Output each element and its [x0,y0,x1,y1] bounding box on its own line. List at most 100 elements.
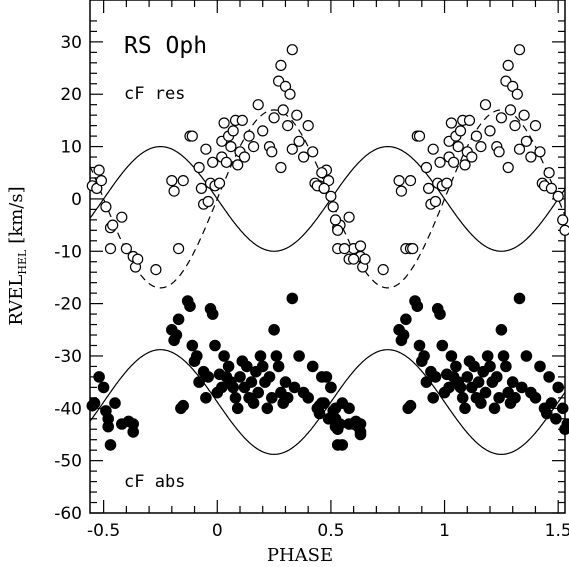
res-data-point [407,243,419,255]
dashed-curve-res [89,109,566,289]
abs-data-point [229,391,242,404]
abs-data-point [418,350,430,362]
res-data-point [248,141,260,153]
abs-data-point [102,420,114,433]
res-data-point [513,44,526,56]
res-data-point [557,214,569,226]
y-axis-title: RVELHEL [km/s] [6,186,29,325]
res-data-point [236,114,248,127]
abs-data-point [313,407,326,420]
res-data-point [282,119,294,132]
abs-data-point [354,428,367,441]
res-data-point [213,177,226,189]
abs-data-point [413,339,426,352]
res-data-point [293,135,305,147]
res-data-point [268,112,280,124]
res-data-point [177,175,189,187]
y-tick-label: -20 [54,295,82,315]
abs-data-point [186,339,199,352]
abs-data-point [265,391,278,404]
abs-data-point [436,339,449,352]
abs-label: cF abs [124,472,185,492]
abs-data-point [170,329,183,341]
y-axis-title-sub: HEL [16,249,29,275]
res-data-point [104,243,117,255]
res-data-point [150,264,162,276]
res-data-point [354,240,367,252]
abs-data-point [127,418,139,430]
y-tick-label: -40 [54,399,82,419]
res-data-point [359,253,371,265]
solid-curve-res [89,146,566,252]
abs-data-point [227,381,239,394]
res-data-point [348,253,360,265]
abs-data-point [322,412,335,425]
res-data-point [534,146,546,158]
res-data-point [202,195,214,208]
res-label: cF res [124,84,185,104]
tick-labels: -0.5 0 0.5 1 1.5 -60 -50 -40 -30 -20 -10 0 10 20 30 [54,33,569,541]
res-data-point [343,211,355,223]
res-data-point [543,167,555,179]
abs-data-point [461,371,474,383]
res-data-point [291,109,303,121]
abs-data-point [427,391,439,404]
abs-data-point [488,402,501,415]
res-data-point [275,161,287,174]
abs-data-point [325,381,337,394]
abs-data-point [281,391,294,404]
res-data-point [338,243,351,255]
res-data-point [466,151,478,163]
res-data-point [529,119,542,132]
res-data-point [441,177,453,189]
abs-data-point [454,381,467,394]
res-data-point [193,161,205,174]
res-data-point [107,219,119,231]
abs-data-point [306,360,319,373]
res-data-point [520,135,533,147]
res-data-point [479,99,492,111]
abs-data-point [222,360,235,373]
abs-data-point [515,381,528,394]
abs-data-point [534,360,546,373]
res-data-point [225,141,237,153]
res-data-point [173,243,185,255]
res-data-point [454,125,467,137]
abs-data-point [88,397,101,409]
res-data-point [195,182,207,194]
res-data-point [513,143,526,155]
abs-data-point [97,381,110,394]
res-data-point [100,201,112,213]
abs-data-point [202,371,214,383]
abs-data-point [556,402,569,415]
res-data-point [470,130,482,142]
abs-data-point [231,402,244,415]
res-data-point [504,104,517,116]
res-data-point [511,88,523,100]
abs-data-point [479,386,492,399]
abs-data-point [411,300,424,312]
abs-data-point [429,371,442,383]
res-data-point [232,159,244,171]
res-data-point [220,156,232,168]
res-data-point [420,161,432,174]
res-data-point [298,151,310,163]
abs-data-point [270,350,283,362]
res-data-point [95,175,108,187]
res-data-point [200,143,212,155]
res-data-point [218,117,230,129]
abs-data-point [288,381,301,394]
res-data-point [493,146,505,158]
res-data-point [545,182,558,194]
x-tick-label: 1 [439,521,450,541]
res-data-point [427,143,439,155]
res-data-point [207,156,219,168]
abs-data-point [293,350,305,362]
abs-data-point [272,360,285,373]
abs-data-point [509,391,521,404]
abs-data-point [459,402,471,415]
abs-data-point [245,376,258,388]
res-data-point [502,161,514,174]
res-data-point [327,201,339,213]
res-data-point [463,114,476,127]
